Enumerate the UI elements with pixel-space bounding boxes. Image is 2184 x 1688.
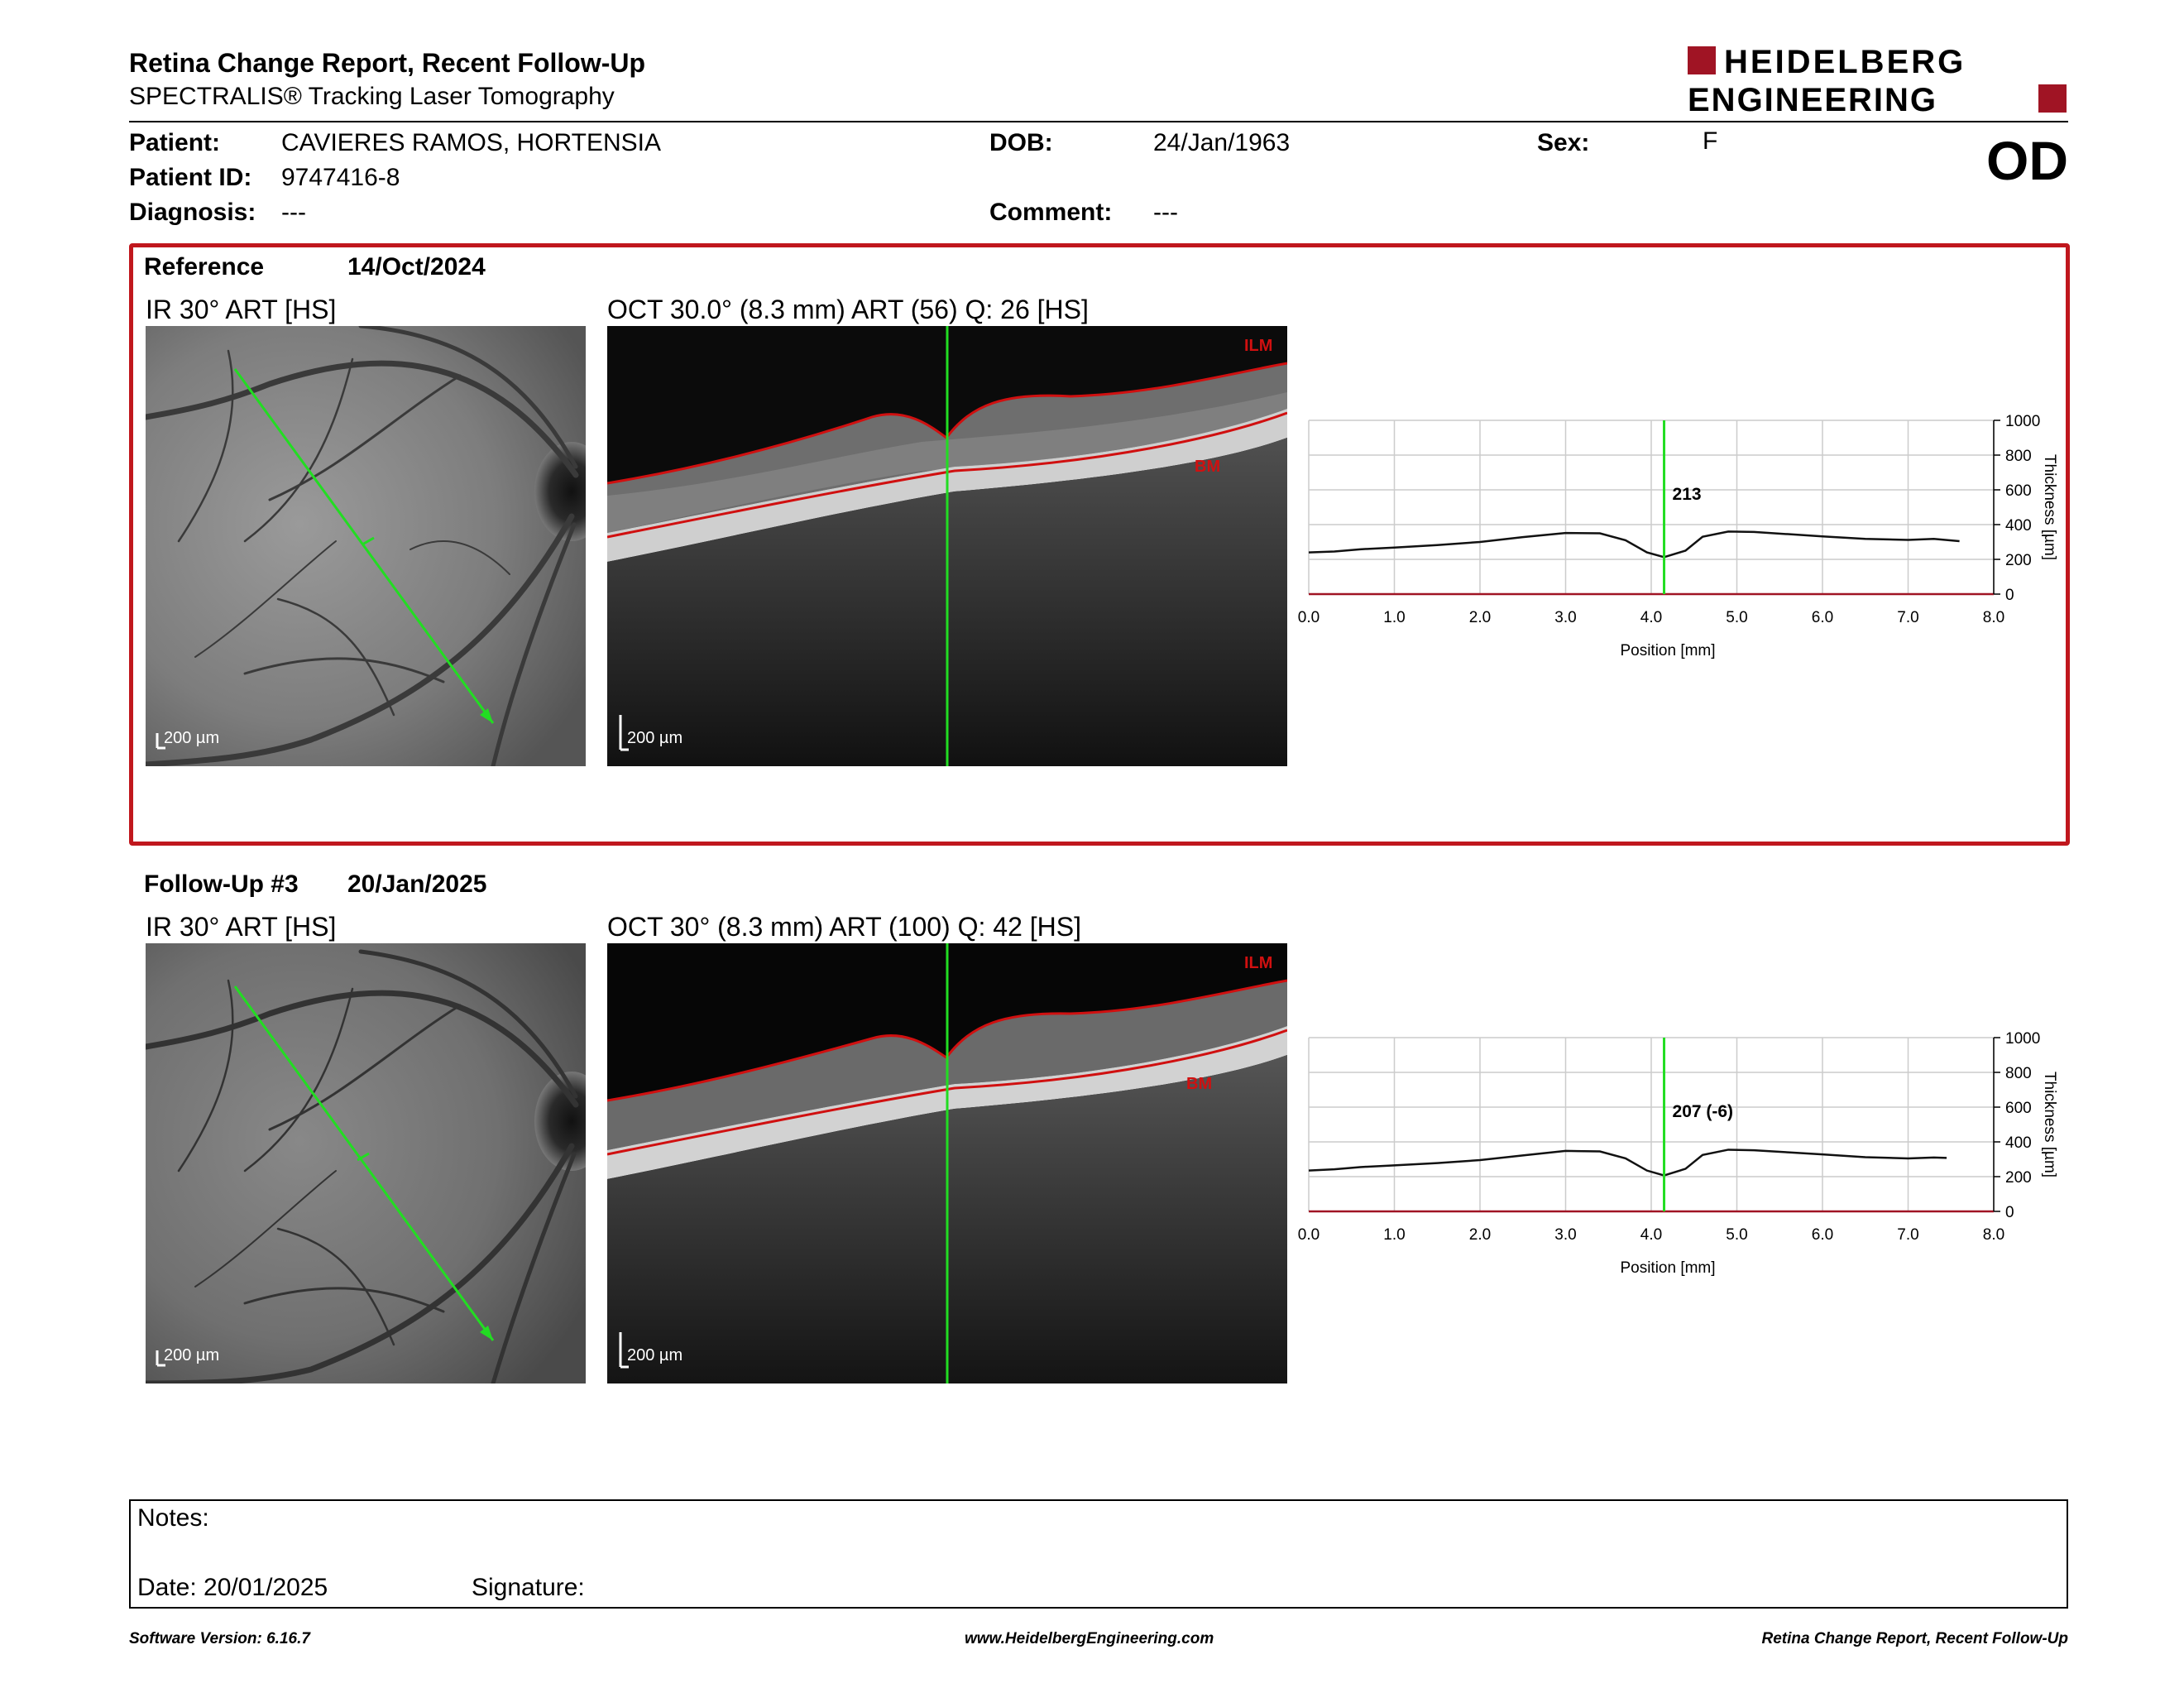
report-subtitle: SPECTRALIS® Tracking Laser Tomography	[129, 83, 615, 110]
reference-ir-title: IR 30° ART [HS]	[146, 295, 337, 324]
chart-xtick-label: 5.0	[1726, 609, 1747, 626]
chart-ytick-label: 600	[2005, 482, 2032, 500]
chart-xtick-label: 0.0	[1298, 1226, 1320, 1244]
chart-ytick-label: 800	[2005, 1065, 2032, 1082]
chart-ytick-label: 200	[2005, 1169, 2032, 1187]
chart-xtick-label: 6.0	[1812, 609, 1833, 626]
notes-signature: Signature:	[472, 1574, 585, 1601]
chart-xtick-label: 8.0	[1983, 1226, 2004, 1244]
chart-xlabel: Position [mm]	[1620, 1259, 1715, 1277]
header-divider	[129, 121, 2068, 122]
followup-bm-label: BM	[1186, 1075, 1212, 1093]
reference-label: Reference	[144, 253, 265, 281]
notes-date: Date: 20/01/2025	[137, 1574, 328, 1601]
chart-xtick-label: 0.0	[1298, 609, 1320, 626]
chart-ytick-label: 600	[2005, 1100, 2032, 1117]
followup-label: Follow-Up #3	[144, 870, 299, 898]
footer-website: www.HeidelbergEngineering.com	[965, 1630, 1214, 1647]
followup-oct-title: OCT 30° (8.3 mm) ART (100) Q: 42 [HS]	[607, 912, 1081, 942]
sex-label: Sex:	[1537, 129, 1590, 156]
chart-xtick-label: 2.0	[1469, 1226, 1491, 1244]
notes-label: Notes:	[137, 1504, 209, 1532]
reference-oct-scale: 200 µm	[627, 729, 682, 747]
chart-xtick-label: 2.0	[1469, 609, 1491, 626]
chart-xtick-label: 7.0	[1897, 609, 1918, 626]
chart-cursor-value: 207 (-6)	[1673, 1102, 1734, 1121]
logo-line2: ENGINEERING	[1688, 82, 1937, 116]
comment-value: ---	[1153, 199, 1178, 226]
chart-ytick-label: 400	[2005, 1134, 2032, 1152]
patient-id: 9747416-8	[281, 164, 400, 191]
chart-xtick-label: 1.0	[1383, 609, 1405, 626]
chart-xtick-label: 8.0	[1983, 609, 2004, 626]
chart-series-line	[1308, 1149, 1947, 1177]
chart-xtick-label: 7.0	[1897, 1226, 1918, 1244]
reference-bm-label: BM	[1195, 458, 1220, 476]
comment-label: Comment:	[989, 199, 1113, 226]
chart-ytick-label: 0	[2005, 587, 2014, 604]
chart-cursor-value: 213	[1673, 485, 1702, 504]
dob-label: DOB:	[989, 129, 1053, 156]
followup-oct-scale: 200 µm	[627, 1346, 682, 1364]
reference-oct-title: OCT 30.0° (8.3 mm) ART (56) Q: 26 [HS]	[607, 295, 1089, 324]
chart-ylabel: Thickness [µm]	[2041, 454, 2058, 560]
chart-ylabel: Thickness [µm]	[2041, 1072, 2058, 1177]
followup-ir-image[interactable]: 200 µm	[146, 943, 586, 1383]
sex-value: F	[1703, 127, 1718, 155]
chart-ytick-label: 800	[2005, 448, 2032, 465]
chart-xtick-label: 5.0	[1726, 1226, 1747, 1244]
diagnosis-value: ---	[281, 199, 306, 226]
chart-ytick-label: 200	[2005, 552, 2032, 569]
reference-ir-scale: 200 µm	[164, 729, 219, 747]
logo-line1: HEIDELBERG	[1724, 44, 1966, 80]
chart-ytick-label: 1000	[2005, 1030, 2040, 1048]
chart-xtick-label: 1.0	[1383, 1226, 1405, 1244]
followup-ir-scale: 200 µm	[164, 1346, 219, 1364]
chart-xtick-label: 4.0	[1640, 609, 1662, 626]
patient-id-label: Patient ID:	[129, 164, 252, 191]
reference-oct-image[interactable]: ILM BM 200 µm	[607, 326, 1287, 766]
report-title: Retina Change Report, Recent Follow-Up	[129, 48, 646, 78]
followup-date: 20/Jan/2025	[347, 870, 487, 898]
chart-ytick-label: 0	[2005, 1204, 2014, 1221]
chart-xtick-label: 3.0	[1554, 609, 1576, 626]
reference-ilm-label: ILM	[1244, 337, 1272, 355]
followup-ir-title: IR 30° ART [HS]	[146, 912, 337, 942]
chart-ytick-label: 1000	[2005, 413, 2040, 430]
notes-box[interactable]: Notes: Date: 20/01/2025 Signature:	[129, 1499, 2068, 1609]
followup-oct-image[interactable]: ILM BM 200 µm	[607, 943, 1287, 1383]
reference-thickness-chart: 0.0 1.0 2.0 3.0 4.0 5.0 6.0 7.0 8.00 200 400 600 800…	[1298, 413, 2058, 659]
diagnosis-label: Diagnosis:	[129, 199, 256, 226]
eye-indicator: OD	[1986, 130, 2068, 191]
chart-xtick-label: 3.0	[1554, 1226, 1576, 1244]
chart-xlabel: Position [mm]	[1620, 642, 1715, 659]
chart-series-line	[1308, 530, 1960, 559]
footer-report: Retina Change Report, Recent Follow-Up	[1761, 1630, 2068, 1647]
reference-ir-image[interactable]: 200 µm	[146, 326, 586, 766]
reference-date: 14/Oct/2024	[347, 253, 486, 281]
chart-ytick-label: 400	[2005, 517, 2032, 535]
reference-frame	[129, 243, 2070, 846]
followup-thickness-chart: 0.0 1.0 2.0 3.0 4.0 5.0 6.0 7.0 8.00 200 400 600 800…	[1298, 1030, 2058, 1277]
footer-software: Software Version: 6.16.7	[129, 1630, 310, 1647]
followup-ilm-label: ILM	[1244, 954, 1272, 972]
patient-name: CAVIERES RAMOS, HORTENSIA	[281, 129, 661, 156]
heidelberg-logo: HEIDELBERG ENGINEERING	[1688, 44, 2067, 116]
dob-value: 24/Jan/1963	[1153, 129, 1291, 156]
chart-xtick-label: 6.0	[1812, 1226, 1833, 1244]
chart-xtick-label: 4.0	[1640, 1226, 1662, 1244]
patient-name-label: Patient:	[129, 129, 221, 156]
